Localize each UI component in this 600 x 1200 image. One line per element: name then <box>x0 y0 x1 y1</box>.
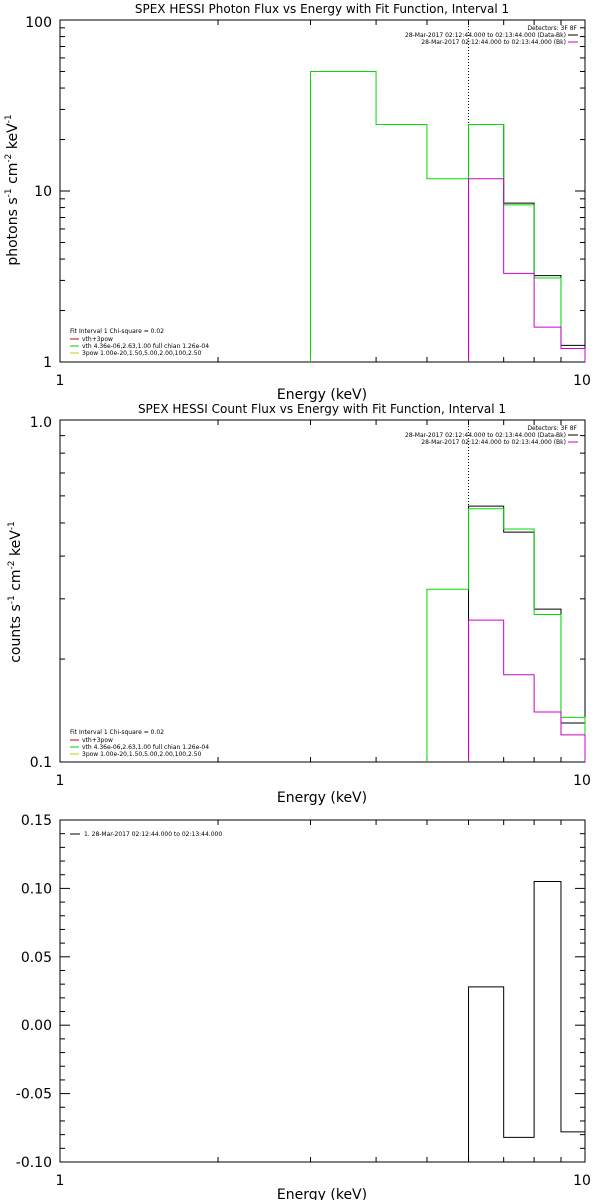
series-data-bk-step <box>468 505 586 762</box>
chart1-xtick-1: 1 <box>56 373 65 389</box>
chart2-time-databk: 28-Mar-2017 02:12:44.000 to 02:13:44.000… <box>405 432 566 439</box>
chart2-title: SPEX HESSI Count Flux vs Energy with Fit… <box>138 402 506 416</box>
chart2-xtick-10: 10 <box>573 773 591 789</box>
chart2-frame <box>59 419 586 763</box>
chart3-xtick-10: 10 <box>573 1173 591 1189</box>
chart1-time-bk: 28-Mar-2017 02:12:44.000 to 02:13:44.000… <box>421 39 566 46</box>
chart1-detectors: Detectors: 3F 8F <box>527 25 577 32</box>
chart3-ytick-label-2: 0.00 <box>21 1018 52 1034</box>
chart1-ylabel: photons s-1 cm-2 keV-1 <box>4 114 21 265</box>
chart2-info-box: Detectors: 3F 8F 28-Mar-2017 02:12:44.00… <box>405 425 578 446</box>
chart3-yticks: -0.10 -0.05 0.00 0.05 0.10 0.15 <box>16 813 585 1171</box>
chart1-time-databk: 28-Mar-2017 02:12:44.000 to 02:13:44.000… <box>405 32 566 39</box>
chart1-xtick-10: 10 <box>573 373 591 389</box>
series-vth-3pow-step <box>309 70 586 362</box>
chart1-fit-legend: Fit Interval 1 Chi-square = 0.02 vth+3po… <box>70 328 209 357</box>
chart2-fit-header: Fit Interval 1 Chi-square = 0.02 <box>70 729 164 736</box>
chart2-xtick-1: 1 <box>56 773 65 789</box>
series-bk-step <box>468 619 586 762</box>
chart2-ylabel: counts s-1 cm-2 keV-1 <box>7 521 24 663</box>
chart1-info-box: Detectors: 3F 8F 28-Mar-2017 02:12:44.00… <box>405 25 578 46</box>
chart3-legend-label: 1. 28-Mar-2017 02:12:44.000 to 02:13:44.… <box>84 831 222 838</box>
chart2-fit-legend: Fit Interval 1 Chi-square = 0.02 vth+3po… <box>70 729 209 758</box>
chart1-title: SPEX HESSI Photon Flux vs Energy with Fi… <box>135 2 509 16</box>
chart3-frame <box>59 819 586 1163</box>
chart3-ytick-label-3: 0.05 <box>21 950 52 966</box>
chart3-ytick-label-1: -0.05 <box>16 1087 52 1103</box>
chart2-ytick-01: 0.1 <box>30 755 52 771</box>
chart3-series <box>59 820 586 1162</box>
series-1-28-mar-2017-02-12-44-000-to-02-13-44-000-step <box>468 881 586 1162</box>
chart2-fit-label-1: vth+3pow <box>82 737 113 744</box>
chart1-fit-label-2: vth 4.36e-06,2.63,1.00 full chian 1.26e-… <box>82 343 209 350</box>
series-bk-step <box>468 178 586 362</box>
chart1-ytick-10: 10 <box>34 184 52 200</box>
series-vth-3pow-step <box>426 508 586 762</box>
chart2-ytick-10: 1.0 <box>30 415 52 431</box>
residuals-chart: 1 10 Energy (keV) -0.10 -0.05 0.00 0.05 0.10… <box>16 813 591 1200</box>
chart3-xtick-1: 1 <box>56 1173 65 1189</box>
chart2-xlabel: Energy (keV) <box>277 790 367 806</box>
chart3-ytick-label-0: -0.10 <box>16 1155 52 1171</box>
chart1-ytick-1: 1 <box>43 355 52 371</box>
chart3-ytick-label-4: 0.10 <box>21 881 52 897</box>
chart2-time-bk: 28-Mar-2017 02:12:44.000 to 02:13:44.000… <box>421 439 566 446</box>
chart3-xlabel: Energy (keV) <box>277 1187 367 1200</box>
chart3-ytick-label-5: 0.15 <box>21 813 52 829</box>
series-data-bk-step <box>468 123 586 362</box>
chart1-xlabel: Energy (keV) <box>277 387 367 403</box>
chart1-fit-label-1: vth+3pow <box>82 336 113 343</box>
count-flux-chart: SPEX HESSI Count Flux vs Energy with Fit… <box>7 402 591 806</box>
chart1-fit-label-3: 3pow 1.00e-20,1.50,5.00,2.00,100,2.50 <box>82 350 202 357</box>
photon-flux-chart: SPEX HESSI Photon Flux vs Energy with Fi… <box>4 2 591 403</box>
chart2-fit-label-3: 3pow 1.00e-20,1.50,5.00,2.00,100,2.50 <box>82 751 202 758</box>
chart2-series <box>59 419 586 763</box>
chart1-fit-header: Fit Interval 1 Chi-square = 0.02 <box>70 328 164 335</box>
chart2-detectors: Detectors: 3F 8F <box>527 425 577 432</box>
chart1-ytick-100: 100 <box>25 15 52 31</box>
chart2-fit-label-2: vth 4.36e-06,2.63,1.00 full chian 1.26e-… <box>82 744 209 751</box>
chart1-series <box>59 19 586 363</box>
